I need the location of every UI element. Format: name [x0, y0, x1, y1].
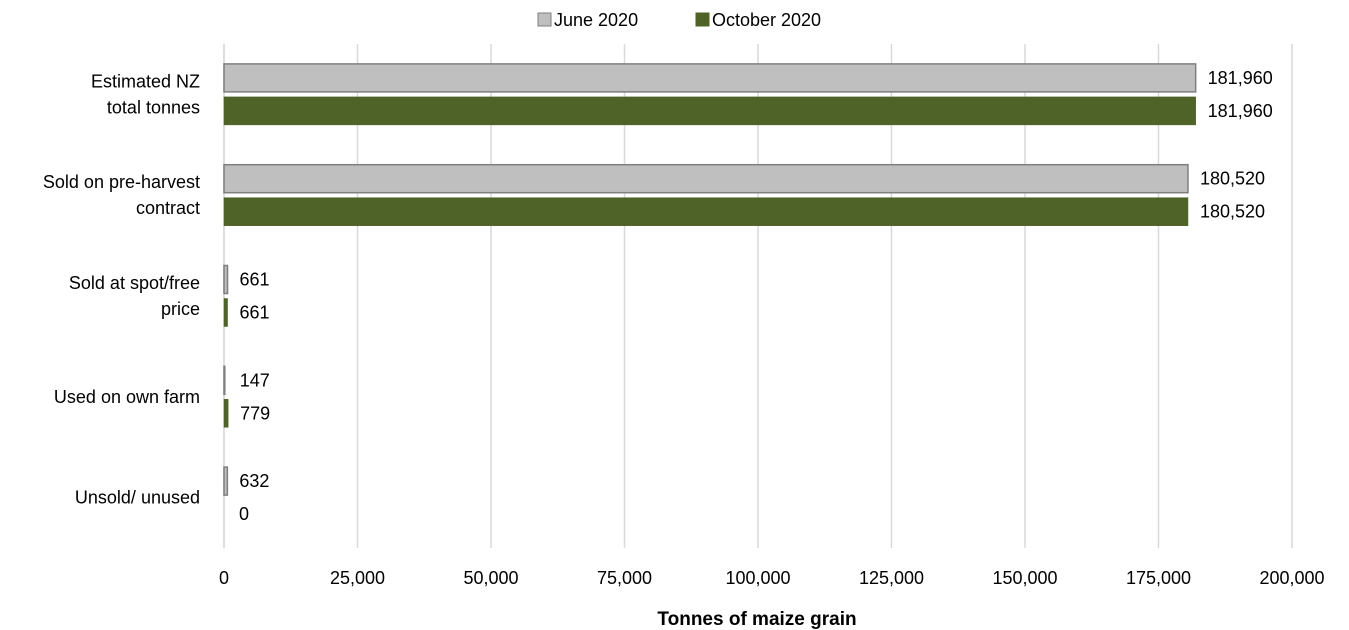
- data-label: 181,960: [1208, 68, 1273, 88]
- legend-label: October 2020: [712, 10, 821, 30]
- x-axis-label: Tonnes of maize grain: [657, 609, 856, 630]
- x-tick-label: 175,000: [1126, 568, 1191, 588]
- x-tick-label: 50,000: [463, 568, 518, 588]
- data-label: 181,960: [1208, 101, 1273, 121]
- x-axis-tick-labels: 0 25,000 50,000 75,000 100,000 125,000 150,000…: [219, 568, 1325, 588]
- data-label: 632: [239, 471, 269, 491]
- legend: June 2020 October 2020: [537, 10, 821, 30]
- data-labels: 181,960 181,960 180,520 180,520 661 661 147 779…: [239, 68, 1273, 524]
- x-tick-label: 200,000: [1259, 568, 1324, 588]
- legend-swatch-october-2020: [695, 12, 710, 27]
- bar-october-2020: [223, 197, 1189, 226]
- category-label: Used on own farm: [54, 387, 200, 407]
- x-tick-label: 25,000: [330, 568, 385, 588]
- bar-june-2020: [223, 264, 229, 295]
- gridlines: [223, 44, 1293, 548]
- x-tick-label: 0: [219, 568, 229, 588]
- data-label: 180,520: [1200, 202, 1265, 222]
- category-label: Estimated NZ total tonnes: [91, 71, 200, 117]
- data-label: 661: [240, 270, 270, 290]
- bar-october-2020: [223, 298, 228, 327]
- bar-october-2020: [223, 399, 229, 428]
- data-label: 180,520: [1200, 169, 1265, 189]
- data-label: 0: [239, 504, 249, 524]
- bar-june-2020: [223, 365, 226, 396]
- bar-june-2020: [223, 163, 1189, 194]
- x-tick-label: 100,000: [725, 568, 790, 588]
- category-labels: Estimated NZ total tonnes Sold on pre-harv…: [43, 71, 200, 507]
- bar-october-2020: [223, 96, 1196, 126]
- data-label: 779: [240, 403, 270, 423]
- bars: [223, 63, 1197, 496]
- category-label: Unsold/ unused: [75, 488, 200, 508]
- category-label: Sold on pre-harvest contract: [43, 172, 200, 218]
- bar-june-2020: [223, 466, 229, 496]
- data-label: 147: [240, 370, 270, 390]
- legend-swatch-june-2020: [537, 12, 552, 27]
- bar-june-2020: [223, 63, 1197, 93]
- x-tick-label: 125,000: [859, 568, 924, 588]
- category-label: Sold at spot/free price: [69, 273, 200, 319]
- legend-label: June 2020: [554, 10, 638, 30]
- data-label: 661: [240, 303, 270, 323]
- x-tick-label: 75,000: [597, 568, 652, 588]
- x-tick-label: 150,000: [992, 568, 1057, 588]
